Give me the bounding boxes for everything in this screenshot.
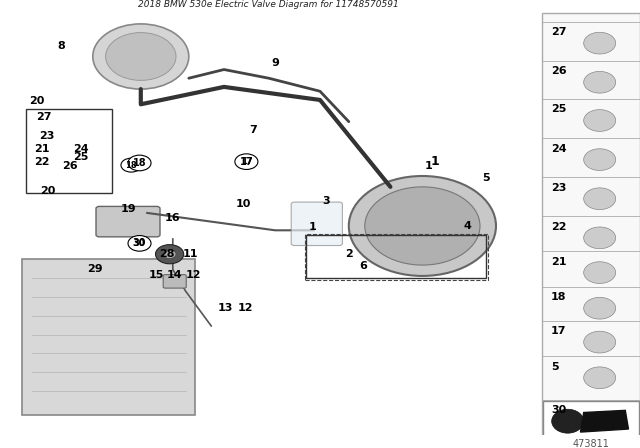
Text: 1: 1 [431,155,440,168]
Text: 18: 18 [551,292,566,302]
Circle shape [584,297,616,319]
Circle shape [106,33,176,80]
Circle shape [365,187,480,265]
Circle shape [584,331,616,353]
Text: 20: 20 [40,186,56,196]
Text: 28: 28 [159,249,174,259]
Circle shape [236,155,257,168]
Text: 30: 30 [134,239,145,248]
Text: 9: 9 [271,58,279,68]
Text: 2: 2 [345,249,353,259]
Text: 5: 5 [551,362,559,372]
Text: 25: 25 [74,152,89,162]
Text: 2018 BMW 530e Electric Valve Diagram for 11748570591: 2018 BMW 530e Electric Valve Diagram for… [138,0,399,9]
Text: 21: 21 [34,144,49,154]
Circle shape [156,245,184,264]
Text: 23: 23 [551,183,566,193]
Text: 22: 22 [34,157,49,167]
Text: 10: 10 [236,199,251,209]
Text: 12: 12 [186,270,201,280]
Circle shape [93,24,189,89]
Text: 11: 11 [183,249,198,259]
Text: 4: 4 [463,221,471,231]
Text: 6: 6 [360,261,367,271]
Circle shape [584,188,616,210]
Text: 30: 30 [551,405,566,415]
FancyBboxPatch shape [163,275,186,288]
Circle shape [349,176,496,276]
Text: 22: 22 [551,222,566,232]
Text: 1: 1 [425,161,433,171]
Circle shape [584,227,616,249]
Polygon shape [580,410,628,432]
Circle shape [128,236,151,251]
Text: 19: 19 [120,203,136,214]
Circle shape [584,32,616,54]
Circle shape [121,158,141,172]
Circle shape [235,154,258,169]
Circle shape [584,110,616,131]
Text: 30: 30 [132,238,147,248]
Text: 17: 17 [551,326,566,336]
Text: 27: 27 [551,27,566,37]
Text: 7: 7 [249,125,257,135]
Circle shape [584,71,616,93]
Text: 17: 17 [241,157,252,166]
Text: 29: 29 [87,264,102,275]
Text: 18: 18 [132,158,147,168]
Text: 25: 25 [551,104,566,114]
FancyBboxPatch shape [543,401,639,436]
Text: 1: 1 [309,222,317,233]
Circle shape [128,155,151,171]
Circle shape [584,149,616,171]
FancyBboxPatch shape [22,258,195,415]
Circle shape [129,237,150,250]
Text: 473811: 473811 [573,439,609,448]
Text: 18: 18 [125,161,137,170]
Text: 27: 27 [36,112,51,122]
Text: 14: 14 [166,270,182,280]
Text: 21: 21 [551,257,566,267]
FancyBboxPatch shape [542,13,640,435]
Text: 16: 16 [165,213,180,223]
Text: 17: 17 [239,157,253,167]
Text: 8: 8 [57,41,65,51]
Text: 26: 26 [551,66,566,76]
Text: 20: 20 [29,96,44,106]
FancyBboxPatch shape [96,207,160,237]
Text: 3: 3 [323,196,330,206]
Circle shape [584,262,616,284]
Text: 26: 26 [63,161,78,171]
Text: 13: 13 [218,303,233,313]
Text: 24: 24 [551,143,566,154]
Text: 5: 5 [483,173,490,183]
Text: 15: 15 [149,270,164,280]
Circle shape [584,367,616,388]
Text: 24: 24 [74,144,89,154]
Text: 23: 23 [39,130,54,141]
Text: 12: 12 [237,303,253,313]
FancyBboxPatch shape [291,202,342,246]
Circle shape [163,250,176,258]
Ellipse shape [552,409,584,433]
